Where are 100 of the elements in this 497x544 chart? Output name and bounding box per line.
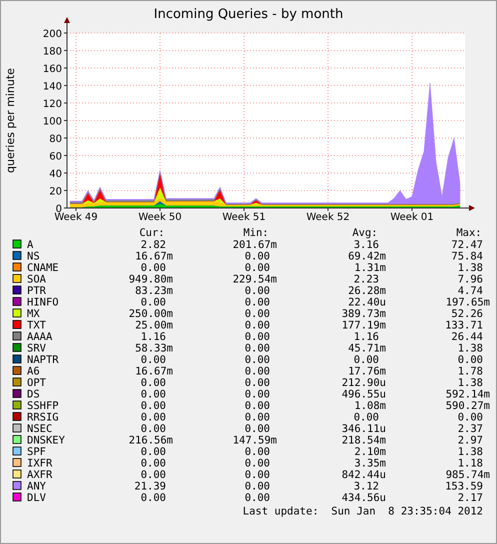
text: 1.08m (354, 400, 386, 412)
legend-label: MX (27, 308, 40, 320)
legend-label: IXFR (27, 458, 53, 470)
text: 16.67m (135, 250, 173, 262)
text: 69.42m (348, 250, 386, 262)
text: 2.37 (458, 423, 483, 435)
text: 0.00 (140, 458, 166, 470)
text: 0.00 (244, 296, 270, 308)
legend-label: HINFO (27, 296, 59, 308)
text: 0.00 (244, 480, 270, 492)
text: 1.18 (458, 458, 483, 470)
y-tick-label: 100 (42, 116, 62, 128)
text: 0.00 (244, 308, 270, 320)
text: 0.00 (244, 377, 270, 389)
text: 1.31m (354, 262, 386, 274)
text: 212.90u (342, 377, 386, 389)
text: 229.54m (232, 274, 277, 286)
text: 250.00m (128, 308, 173, 320)
x-tick-label: Week 52 (306, 212, 350, 223)
text: 0.00 (140, 296, 166, 308)
text: 201.67m (232, 239, 277, 251)
text: 17.76m (348, 366, 386, 378)
text: 72.47 (451, 239, 483, 251)
y-axis-title: queries per minute (4, 68, 17, 173)
legend-label: AAAA (27, 331, 53, 343)
text: 389.73m (342, 308, 386, 320)
legend-label: DNSKEY (27, 434, 66, 446)
y-tick-label: 200 (42, 29, 62, 40)
text: 197.65m (446, 296, 490, 308)
text: 0.00 (244, 342, 270, 354)
y-tick-label: 40 (49, 169, 62, 180)
text: 1.38 (458, 446, 483, 458)
text: Last update: Sun Jan 8 23:35:04 2012 (242, 506, 483, 518)
text: 0.00 (354, 354, 379, 366)
text: 0.00 (140, 377, 166, 389)
legend-label: DS (27, 388, 40, 400)
text: 2.10m (354, 446, 386, 458)
text: Avg: (352, 227, 378, 239)
text: 75.84 (451, 250, 483, 262)
text: 0.00 (244, 250, 270, 262)
text: Max: (456, 227, 482, 239)
text: 0.00 (244, 469, 270, 481)
text: 590.27m (446, 400, 490, 412)
text: 0.00 (458, 354, 483, 366)
text: 1.38 (458, 262, 483, 274)
text: 0.00 (354, 412, 379, 424)
text: 0.00 (244, 423, 270, 435)
text: 2.17 (458, 492, 483, 504)
legend-label: TXT (27, 320, 47, 332)
text: 592.14m (446, 388, 490, 400)
text: 26.28m (348, 285, 386, 297)
legend-label: SRV (27, 342, 47, 354)
text: 218.54m (342, 434, 386, 446)
chart-title: Incoming Queries - by month (154, 7, 344, 22)
text: 216.56m (128, 434, 173, 446)
text: 1.78 (458, 366, 483, 378)
legend-label: DLV (27, 492, 47, 504)
text: 0.00 (458, 412, 483, 424)
legend-label: A (27, 239, 34, 251)
text: 0.00 (140, 492, 166, 504)
text: 0.00 (140, 446, 166, 458)
text: 0.00 (140, 388, 166, 400)
text: Min: (243, 227, 269, 239)
legend-label: SPF (27, 446, 46, 458)
text: 346.11u (342, 423, 386, 435)
text: 58.33m (135, 342, 173, 354)
legend-label: NAPTR (27, 354, 60, 366)
text: 0.00 (244, 446, 270, 458)
text: 0.00 (140, 423, 166, 435)
text: 1.38 (458, 342, 483, 354)
text: 7.96 (458, 274, 483, 286)
text: 985.74m (446, 469, 490, 481)
text: 0.00 (244, 262, 270, 274)
text: 21.39 (134, 480, 166, 492)
text: 0.00 (244, 331, 270, 343)
legend-label: NSEC (27, 423, 52, 435)
text: Cur: (139, 227, 165, 239)
text: 147.59m (232, 434, 277, 446)
y-tick-label: 140 (42, 82, 62, 92)
y-tick-label: 160 (42, 64, 62, 75)
x-tick-label: Week 50 (138, 212, 182, 223)
text: 153.59 (445, 480, 483, 492)
y-tick-label: 180 (42, 46, 62, 58)
legend-label: SSHFP (27, 400, 59, 412)
text: 83.23m (135, 285, 173, 297)
text: 0.00 (244, 458, 270, 470)
text: 45.71m (348, 342, 386, 354)
legend-label: NS (27, 250, 40, 262)
legend-label: RRSIG (27, 412, 59, 424)
text: 16.67m (135, 366, 173, 378)
x-tick-label: Week 51 (222, 212, 266, 223)
legend-label: PTR (27, 285, 47, 297)
x-tick-label: Week 49 (54, 212, 98, 223)
text: 434.56u (342, 492, 386, 504)
x-tick-label: Week 01 (390, 212, 434, 223)
text: 22.40u (348, 296, 386, 308)
text: 0.00 (244, 492, 270, 504)
y-tick-label: 120 (42, 99, 62, 110)
text: 1.16 (140, 331, 166, 343)
text: 133.71 (445, 320, 483, 332)
